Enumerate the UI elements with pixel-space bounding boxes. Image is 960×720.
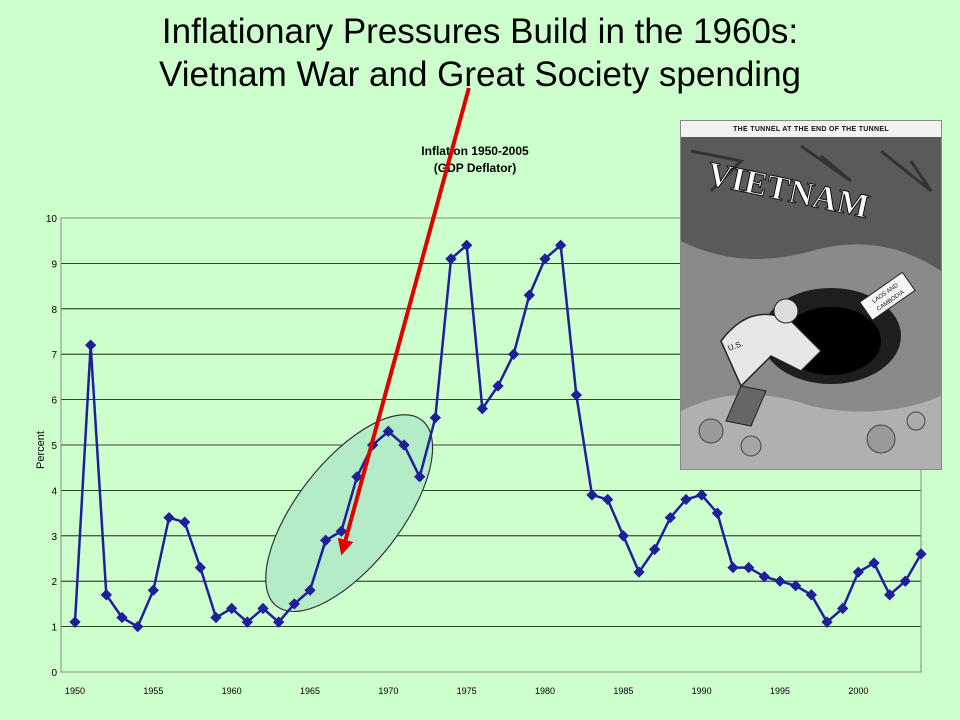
x-tick-label: 1985 <box>613 686 633 696</box>
data-point <box>774 575 786 587</box>
data-point <box>602 493 614 506</box>
y-tick-labels: 0 1 2 3 4 5 6 7 8 9 10 <box>46 214 58 679</box>
data-point <box>586 489 598 501</box>
x-tick-label: 2000 <box>848 686 868 696</box>
data-point <box>226 602 238 615</box>
data-point <box>304 584 316 596</box>
data-point <box>132 620 144 633</box>
data-point <box>696 489 708 501</box>
data-point <box>429 412 441 424</box>
data-point <box>179 516 191 528</box>
y-tick-label: 3 <box>51 532 57 543</box>
slide-title-line-1: Inflationary Pressures Build in the 1960… <box>161 12 799 51</box>
vietnam-cartoon: U.S. LAOS AND CAMBODIA VIETNAM THE TUNNE… <box>680 120 942 470</box>
data-point <box>288 598 300 610</box>
data-point <box>398 439 410 451</box>
cartoon-drawing: U.S. LAOS AND CAMBODIA VIETNAM <box>681 137 941 469</box>
cartoon-caption: THE TUNNEL AT THE END OF THE TUNNEL <box>733 126 889 133</box>
data-point <box>664 511 676 524</box>
data-point <box>868 557 880 569</box>
data-point <box>523 289 535 301</box>
highlight-ellipse <box>265 414 434 613</box>
chart-title-line-2: (GDP Deflator) <box>434 161 516 175</box>
annotation-arrowhead <box>337 537 354 556</box>
data-point <box>461 239 473 251</box>
annotation-arrow <box>343 87 471 541</box>
data-point <box>884 589 896 601</box>
x-tick-label: 1980 <box>535 686 555 696</box>
y-tick-label: 10 <box>46 214 58 225</box>
data-point <box>382 425 394 438</box>
data-point <box>805 589 817 601</box>
data-point <box>727 561 739 574</box>
x-tick-label: 1955 <box>143 686 163 696</box>
data-point <box>414 471 426 483</box>
y-tick-label: 0 <box>51 668 57 679</box>
data-point <box>899 575 911 587</box>
y-tick-label: 1 <box>51 623 57 634</box>
data-point <box>649 543 661 556</box>
data-point <box>743 561 755 574</box>
y-tick-label: 8 <box>51 305 57 316</box>
data-point <box>492 380 504 392</box>
data-point <box>476 403 488 415</box>
data-point <box>680 493 692 506</box>
x-tick-label: 1960 <box>222 686 242 696</box>
slide-title-line-2: Vietnam War and Great Society spending <box>158 55 801 94</box>
data-point <box>821 616 833 628</box>
data-point <box>320 534 332 546</box>
x-tick-label: 1990 <box>692 686 712 696</box>
y-tick-label: 5 <box>51 441 57 452</box>
x-tick-label: 1965 <box>300 686 320 696</box>
data-point <box>210 611 222 624</box>
data-point <box>335 525 347 537</box>
x-tick-label: 1975 <box>457 686 477 696</box>
data-point <box>85 339 97 351</box>
y-tick-label: 7 <box>51 350 57 361</box>
data-point <box>790 580 802 592</box>
slide-title: Inflationary Pressures Build in the 1960… <box>0 10 960 96</box>
data-point <box>852 566 864 578</box>
data-point <box>915 548 927 560</box>
data-point <box>570 389 582 401</box>
data-point <box>555 239 567 251</box>
data-point <box>617 530 629 542</box>
x-tick-label: 1950 <box>65 686 85 696</box>
data-point <box>711 507 723 519</box>
data-point <box>508 348 520 360</box>
y-axis-label: Percent <box>35 431 47 469</box>
data-point <box>257 602 269 615</box>
data-point <box>351 471 363 483</box>
y-tick-label: 4 <box>51 486 57 497</box>
y-tick-label: 9 <box>51 259 57 270</box>
x-tick-labels: 1950 1955 1960 1965 1970 1975 1980 1985 1990 1995… <box>65 686 868 696</box>
data-point <box>163 511 175 524</box>
data-point <box>69 616 81 628</box>
data-point <box>194 561 206 574</box>
y-tick-label: 6 <box>51 396 57 407</box>
x-tick-label: 1995 <box>770 686 790 696</box>
y-tick-label: 2 <box>51 577 57 588</box>
data-point <box>147 584 159 596</box>
data-point <box>837 602 849 615</box>
chart-title-line-1: Inflation 1950-2005 <box>421 144 529 158</box>
data-point <box>241 616 253 628</box>
x-tick-label: 1970 <box>378 686 398 696</box>
data-point <box>273 616 285 628</box>
data-point <box>633 566 645 578</box>
data-point <box>758 571 770 583</box>
